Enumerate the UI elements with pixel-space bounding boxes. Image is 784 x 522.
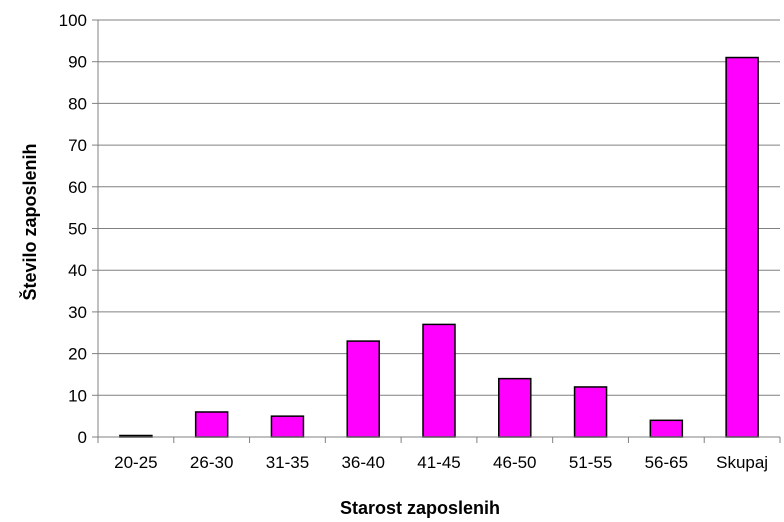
bars: [119, 56, 759, 438]
x-tick-label: 36-40: [341, 453, 384, 472]
x-tick-label: 20-25: [114, 453, 157, 472]
axes: [92, 19, 781, 443]
x-tick-label: 56-65: [645, 453, 688, 472]
y-tick-label: 0: [78, 428, 87, 447]
x-tick-label: Skupaj: [716, 453, 768, 472]
y-tick-label: 60: [68, 178, 87, 197]
bar-56-65: [649, 419, 684, 438]
grid-lines: [98, 19, 780, 396]
y-tick-label: 90: [68, 53, 87, 72]
y-tick-label: 10: [68, 386, 87, 405]
x-tick-label: 46-50: [493, 453, 536, 472]
bar-51-55: [573, 386, 608, 438]
y-tick-label: 40: [68, 261, 87, 280]
bar-26-30: [194, 411, 229, 438]
y-tick-label: 70: [68, 136, 87, 155]
bar-36-40: [346, 340, 380, 438]
x-tick-label: 31-35: [266, 453, 309, 472]
bar-skupaj: [725, 56, 759, 438]
x-tick-label: 41-45: [417, 453, 460, 472]
y-axis-title: Število zaposlenih: [19, 143, 40, 300]
y-tick-label: 50: [68, 220, 87, 239]
x-tick-labels: 20-25 26-30 31-35 36-40 41-45 46-50 51-55 56-65…: [114, 453, 768, 472]
x-axis-title: Starost zaposlenih: [340, 498, 500, 518]
y-tick-labels: 0 10 20 30 40 50 60 70 80 90 100: [59, 11, 87, 447]
y-tick-label: 30: [68, 303, 87, 322]
y-tick-label: 80: [68, 94, 87, 113]
bar-31-35: [270, 415, 305, 438]
bar-41-45: [422, 323, 456, 438]
bar-46-50: [498, 377, 532, 438]
y-tick-label: 20: [68, 345, 87, 364]
x-tick-label: 26-30: [190, 453, 233, 472]
y-tick-label: 100: [59, 11, 87, 30]
x-tick-label: 51-55: [569, 453, 612, 472]
